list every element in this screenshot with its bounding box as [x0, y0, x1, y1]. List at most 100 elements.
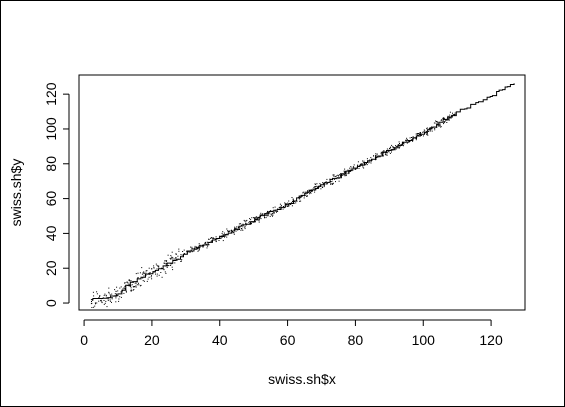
scatter-point	[255, 220, 256, 222]
scatter-point	[157, 265, 159, 267]
scatter-point	[148, 267, 150, 269]
scatter-point	[96, 302, 98, 304]
scatter-point	[309, 192, 311, 193]
x-tick-label: 20	[144, 332, 160, 348]
scatter-point	[298, 195, 300, 197]
scatter-point	[283, 206, 284, 207]
scatter-point	[452, 112, 453, 114]
scatter-point	[260, 218, 262, 220]
scatter-point	[128, 283, 130, 285]
scatter-point	[140, 284, 142, 286]
scatter-point	[166, 260, 167, 262]
scatter-point	[428, 131, 430, 132]
scatter-point	[234, 228, 236, 230]
scatter-point	[212, 238, 214, 240]
scatter-point	[322, 182, 324, 184]
scatter-point	[151, 278, 153, 280]
scatter-point	[275, 210, 277, 212]
scatter-point	[440, 119, 442, 121]
scatter-point	[323, 186, 325, 188]
scatter-point	[418, 133, 420, 135]
scatter-point	[446, 119, 448, 121]
y-tick-label: 120	[43, 82, 59, 106]
scatter-point	[333, 174, 335, 176]
scatter-point	[145, 272, 147, 274]
scatter-point	[164, 271, 166, 273]
scatter-point	[449, 117, 450, 119]
scatter-point	[376, 153, 378, 155]
scatter-point	[299, 198, 301, 200]
scatter-point	[139, 285, 141, 287]
scatter-point	[338, 180, 340, 182]
scatter-point	[316, 187, 318, 189]
scatter-point	[454, 112, 456, 114]
scatter-point	[431, 128, 433, 130]
scatter-point	[439, 123, 441, 125]
scatter-point	[197, 250, 199, 252]
scatter-point	[96, 291, 98, 293]
scatter-point	[248, 221, 250, 223]
scatter-point	[149, 272, 151, 274]
scatter-point	[182, 251, 184, 252]
scatter-point	[272, 215, 273, 217]
scatter-point	[262, 214, 264, 215]
scatter-point	[155, 273, 156, 275]
scatter-point	[165, 272, 167, 274]
scatter-point	[419, 132, 421, 133]
scatter-point	[129, 280, 131, 282]
scatter-point	[122, 288, 124, 290]
scatter-point	[454, 113, 456, 115]
y-tick-label: 40	[43, 225, 59, 241]
scatter-point	[443, 123, 444, 125]
scatter-point	[370, 157, 372, 159]
scatter-point	[362, 162, 364, 164]
scatter-point	[424, 130, 426, 132]
scatter-point	[360, 163, 361, 165]
scatter-point	[98, 300, 100, 302]
scatter-point	[200, 244, 202, 246]
scatter-point	[332, 182, 334, 184]
scatter-point	[292, 201, 293, 202]
scatter-point	[398, 147, 400, 149]
scatter-point	[330, 181, 332, 182]
scatter-point	[284, 202, 286, 204]
scatter-point	[347, 169, 349, 171]
scatter-point	[381, 154, 383, 156]
scatter-point	[259, 217, 261, 219]
scatter-point	[427, 134, 429, 136]
scatter-point	[438, 125, 440, 127]
scatter-point	[395, 145, 396, 147]
scatter-point	[175, 257, 176, 259]
scatter-point	[175, 254, 177, 255]
scatter-point	[444, 119, 446, 121]
scatter-point	[287, 203, 289, 205]
scatter-point	[196, 246, 198, 248]
scatter-point	[211, 237, 213, 239]
scatter-points	[90, 111, 456, 308]
scatter-point	[407, 140, 409, 141]
scatter-point	[270, 213, 272, 215]
scatter-point	[183, 253, 185, 254]
scatter-point	[111, 301, 112, 303]
scatter-point	[369, 159, 371, 161]
scatter-point	[232, 232, 234, 234]
scatter-point	[137, 277, 139, 279]
scatter-point	[277, 208, 279, 210]
scatter-point	[264, 216, 265, 218]
scatter-point	[114, 293, 116, 295]
scatter-point	[307, 190, 308, 192]
scatter-point	[174, 262, 176, 264]
scatter-point	[392, 146, 394, 148]
scatter-point	[210, 237, 212, 238]
scatter-point	[142, 280, 144, 282]
scatter-point	[300, 200, 302, 202]
scatter-point	[353, 166, 355, 168]
scatter-point	[375, 154, 377, 156]
scatter-point	[344, 172, 346, 174]
scatter-point	[363, 160, 365, 162]
scatter-point	[314, 186, 316, 187]
scatter-point	[99, 295, 101, 297]
step-curve-layer	[90, 83, 515, 301]
scatter-point	[361, 163, 363, 165]
scatter-point	[239, 229, 240, 230]
